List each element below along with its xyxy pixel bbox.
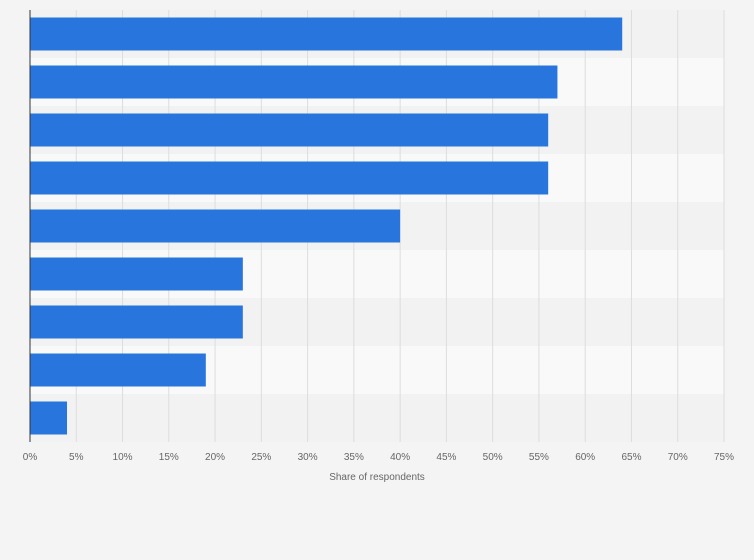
bar[interactable] — [30, 401, 68, 435]
bar[interactable] — [30, 257, 243, 291]
x-tick-label: 30% — [298, 452, 318, 463]
bar[interactable] — [30, 161, 549, 195]
x-tick-label: 50% — [483, 452, 503, 463]
bar[interactable] — [30, 65, 558, 99]
x-tick-label: 75% — [714, 452, 734, 463]
x-tick-label: 45% — [436, 452, 456, 463]
x-tick-label: 5% — [69, 452, 84, 463]
x-tick-label: 15% — [159, 452, 179, 463]
x-tick-label: 20% — [205, 452, 225, 463]
bar[interactable] — [30, 113, 549, 147]
x-axis-ticks: 0% 5% 10% 15% 20% 25% 30% 35% 40% 45% 50% 55% 60% 65%… — [23, 452, 734, 463]
x-tick-label: 70% — [668, 452, 688, 463]
bar[interactable] — [30, 209, 401, 243]
bar[interactable] — [30, 353, 206, 387]
x-tick-label: 25% — [251, 452, 271, 463]
x-tick-label: 40% — [390, 452, 410, 463]
x-tick-label: 0% — [23, 452, 38, 463]
bar[interactable] — [30, 17, 623, 51]
x-tick-label: 55% — [529, 452, 549, 463]
x-tick-label: 60% — [575, 452, 595, 463]
x-tick-label: 35% — [344, 452, 364, 463]
bars — [30, 17, 623, 435]
bar[interactable] — [30, 305, 243, 339]
x-axis-title: Share of respondents — [329, 472, 425, 483]
x-tick-label: 65% — [621, 452, 641, 463]
x-tick-label: 10% — [113, 452, 133, 463]
row-band — [30, 394, 724, 442]
